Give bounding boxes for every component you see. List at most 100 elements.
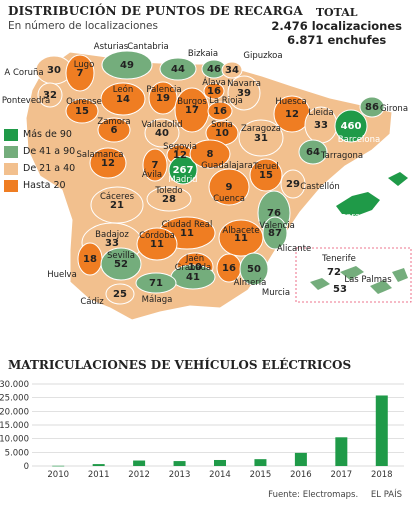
balearic-small-shape	[388, 172, 408, 186]
province-madrid	[168, 155, 198, 185]
province-name: Zaragoza	[241, 124, 281, 134]
province-malaga	[135, 272, 177, 294]
province-value: 44	[171, 64, 185, 75]
x-tick-label: 2018	[371, 470, 393, 480]
bar-2013	[173, 461, 186, 466]
province-name: Lleida	[308, 108, 333, 118]
province-name: Zamora	[97, 117, 130, 127]
y-tick-label: 30.000	[0, 380, 29, 390]
province-name: León	[113, 84, 133, 95]
y-tick-label: 10.000	[0, 435, 29, 445]
province-salamanca	[89, 147, 127, 179]
ev-registrations-chart: 30.000 25.000 20.000 15.000 10.000 5.000 0 2010…	[0, 380, 404, 480]
province-name: Guadalajara	[201, 161, 253, 171]
bar-2018	[375, 395, 388, 466]
bar-2012	[133, 460, 146, 466]
province-value: 15	[75, 106, 89, 117]
province-name: Cantabria	[127, 42, 169, 52]
source-text: Fuente: Electromaps.	[268, 490, 359, 500]
province-value: 10	[215, 128, 229, 139]
total-locations: 2.476 localizaciones	[271, 19, 402, 33]
map-title: DISTRIBUCIÓN DE PUNTOS DE RECARGA	[8, 4, 303, 18]
province-murcia	[239, 252, 269, 286]
province-avila	[142, 148, 168, 182]
province-name: Salamanca	[77, 150, 124, 160]
x-tick-label: 2015	[250, 470, 272, 480]
province-zaragoza	[238, 119, 284, 157]
province-value: 31	[254, 133, 268, 144]
province-value: 71	[149, 278, 163, 289]
legend-item: De 41 a 90	[4, 143, 75, 160]
province-name: Asturias	[94, 42, 129, 52]
province-la-rioja	[207, 101, 233, 121]
y-tick-label: 15.000	[0, 421, 29, 431]
legend-item: Más de 90	[4, 126, 75, 143]
province-value: 460	[341, 121, 362, 132]
province-value: 18	[83, 254, 97, 265]
province-name: Álava	[202, 76, 226, 88]
province-name: Ávila	[142, 168, 162, 180]
bar-2017	[335, 437, 348, 466]
legend-item: De 21 a 40	[4, 160, 75, 177]
x-tick-label: 2013	[169, 470, 191, 480]
province-tarragona	[298, 139, 328, 165]
legend-item: Hasta 20	[4, 177, 75, 194]
province-name: Bizkaia	[188, 49, 218, 59]
total-label: TOTAL	[315, 6, 358, 19]
source-line: Fuente: Electromaps. EL PAÍS	[268, 490, 402, 500]
province-value: 12	[101, 158, 115, 169]
province-albacete	[218, 219, 264, 257]
province-name: Baleares	[328, 212, 365, 222]
province-name: Valencia	[259, 221, 295, 231]
province-value: 9	[226, 182, 233, 193]
province-shapes	[35, 50, 385, 305]
map-subtitle: En número de localizaciones	[8, 20, 158, 32]
province-value: 12	[173, 150, 187, 161]
canary-frame	[295, 247, 412, 303]
y-tick-label: 0	[24, 462, 29, 472]
province-name: Ciudad Real	[162, 220, 213, 230]
province-name: Valladolid	[141, 120, 182, 130]
legend-label: Hasta 20	[23, 180, 66, 191]
province-value: 29	[286, 179, 300, 190]
province-value: 30	[47, 65, 61, 76]
province-value: 16	[213, 106, 227, 117]
province-sevilla	[100, 247, 142, 281]
bar-2010	[52, 465, 65, 467]
y-tick-label: 25.000	[0, 394, 29, 404]
province-name: Burgos	[177, 97, 207, 107]
province-name: Navarra	[227, 79, 261, 89]
province-value: 72	[327, 267, 341, 278]
y-tick-label: 20.000	[0, 407, 29, 417]
totals-block: TOTAL 2.476 localizaciones 6.871 enchufe…	[271, 6, 402, 47]
legend-label: De 41 a 90	[23, 146, 76, 157]
province-value: 14	[116, 94, 130, 105]
province-value: 52	[114, 259, 128, 270]
x-tick-label: 2011	[88, 470, 110, 480]
province-name: Huelva	[47, 270, 77, 280]
chart-title: MATRICULACIONES DE VEHÍCULOS ELÉCTRICOS	[8, 358, 352, 372]
x-tick-label: 2016	[290, 470, 312, 480]
province-value: 33	[105, 238, 119, 249]
province-value: 86	[365, 102, 379, 113]
province-name: Segovia	[163, 142, 197, 152]
province-toledo	[146, 186, 192, 212]
province-value: 32	[43, 90, 57, 101]
province-value: 11	[234, 233, 248, 244]
province-teruel	[249, 158, 283, 192]
province-name: Pontevedra	[2, 96, 50, 106]
province-value: 39	[237, 88, 251, 99]
province-navarra	[227, 75, 261, 111]
legend-label: De 21 a 40	[23, 163, 76, 174]
province-girona	[359, 96, 385, 118]
province-value: 7	[77, 68, 84, 79]
province-name: Soria	[211, 120, 233, 130]
province-name: Gipuzkoa	[243, 51, 282, 61]
map-legend: Más de 90 De 41 a 90 De 21 a 40 Hasta 20	[4, 126, 75, 194]
province-value: 76	[267, 208, 281, 219]
province-value: 25	[113, 289, 127, 300]
province-lugo	[65, 54, 95, 92]
bar-2011	[92, 464, 105, 466]
province-value: 40	[155, 128, 169, 139]
